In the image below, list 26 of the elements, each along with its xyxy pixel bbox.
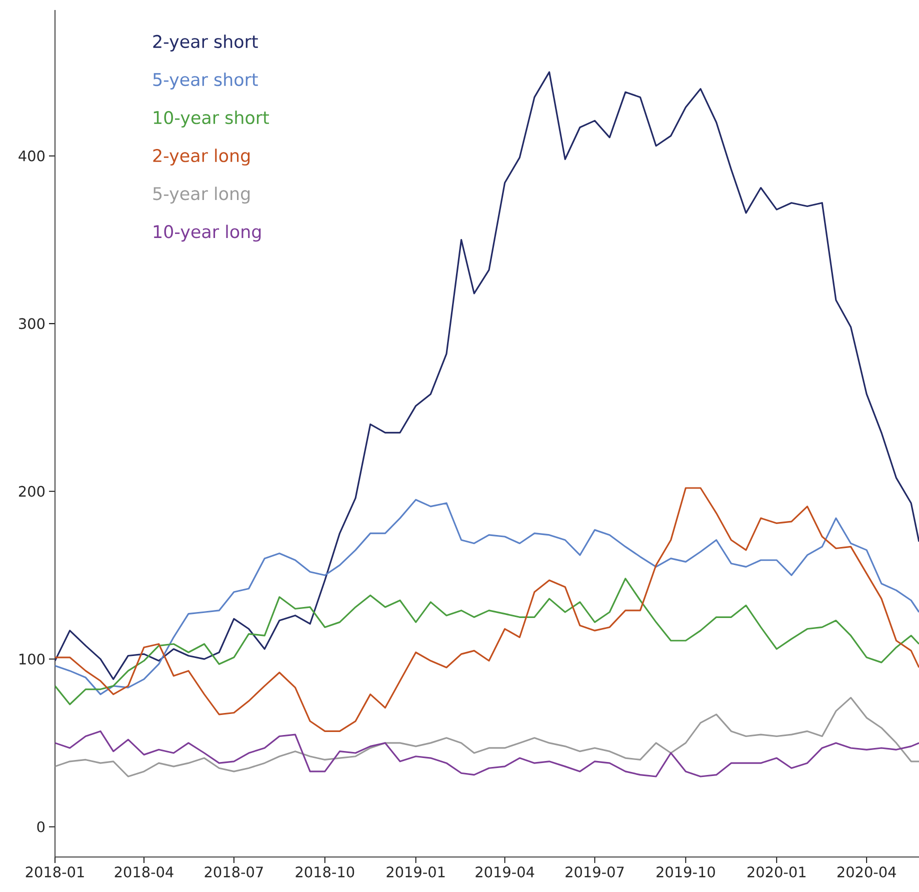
x-tick-label: 2019-07 [566,866,624,878]
x-tick-label: 2020-01 [748,866,806,878]
text: 5-year short [153,72,258,90]
x-tick-label: 2019-10 [656,866,715,878]
x-tick-label: 2020-04 [838,866,896,878]
x-tick-label: 2018-04 [114,866,174,878]
y-tick-label: 300 [19,318,45,330]
y-tick-label: 0 [37,821,45,832]
y-tick-label: 400 [18,150,45,162]
y-tick-label: 200 [18,486,45,497]
x-tick-label: 2018-07 [204,866,263,878]
line-series [55,487,919,732]
y-tick-label: 100 [20,654,45,665]
line-series [55,578,919,706]
text: 10-year long [154,224,261,242]
text: 5-year long [153,186,250,204]
text: 2-year long [153,148,250,166]
x-tick-label: 2018-01 [26,866,84,878]
line-series [55,71,919,680]
x-tick-label: 2018-10 [296,866,354,878]
line-series [55,696,919,778]
text: 2-year short [153,34,258,52]
text: 10-year short [154,110,269,128]
line-series [55,498,919,696]
x-tick-label: 2019-04 [476,866,534,878]
x-tick-label: 2019-01 [386,866,445,878]
